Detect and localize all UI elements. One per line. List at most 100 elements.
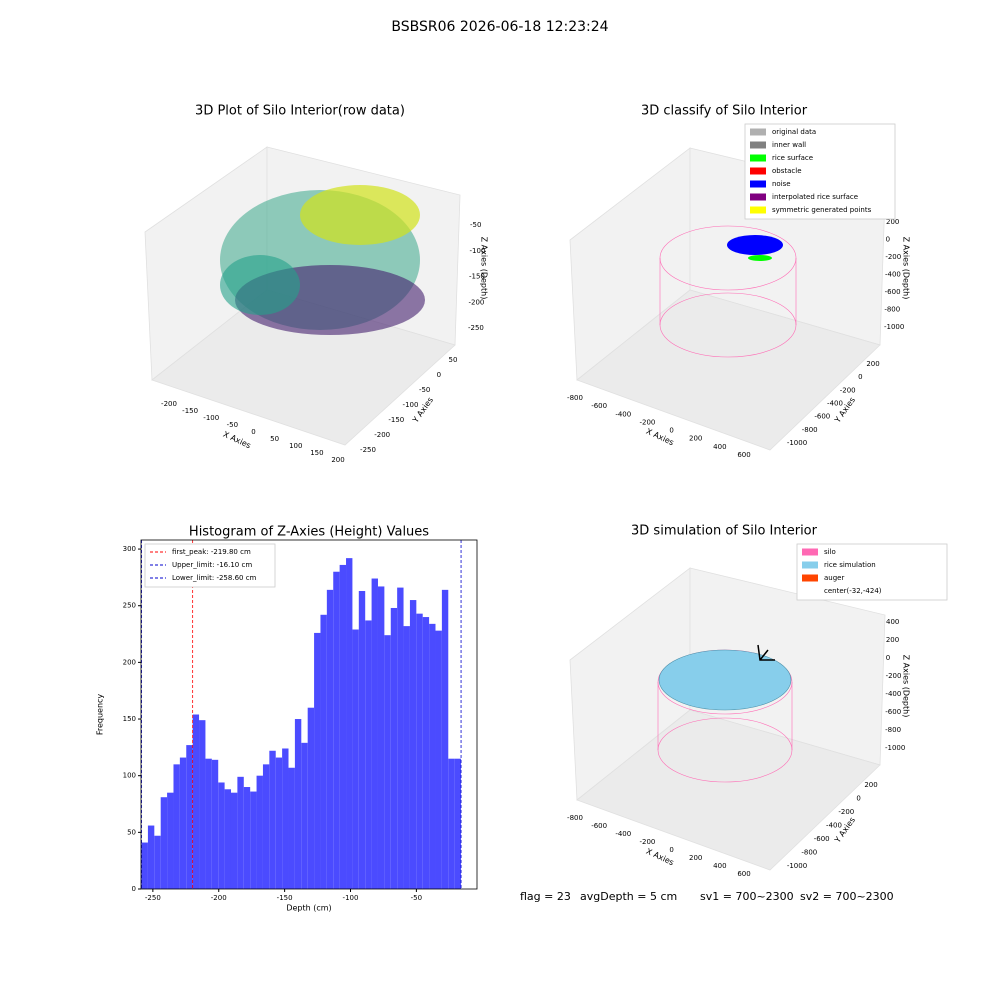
- bar: [262, 764, 270, 889]
- legend-swatch: [750, 128, 766, 136]
- bar: [371, 578, 378, 889]
- x-tick-label: -100: [343, 894, 359, 902]
- chart-title: 3D Plot of Silo Interior(row data): [195, 104, 405, 119]
- x-tick-label: 400: [713, 862, 726, 870]
- x-tick-label: -600: [591, 402, 607, 410]
- footer-text: sv2 = 700~2300: [800, 890, 894, 903]
- z-tick-label: -800: [885, 726, 901, 734]
- bar: [384, 635, 391, 889]
- legend-swatch: [802, 548, 818, 556]
- y-tick-label: 200: [864, 781, 877, 789]
- bar: [333, 571, 340, 889]
- bar: [422, 617, 430, 889]
- z-tick-label: 400: [886, 618, 899, 626]
- y-tick-label: 200: [866, 360, 879, 368]
- legend-label: auger: [824, 574, 844, 582]
- x-tick-label: -800: [567, 814, 583, 822]
- bar: [454, 758, 462, 889]
- y-tick-label: 0: [856, 795, 860, 803]
- legend-label: Lower_limit: -258.60 cm: [172, 574, 257, 582]
- legend-label: first_peak: -219.80 cm: [172, 548, 251, 556]
- y-tick-label: -600: [814, 413, 830, 421]
- legend-label: rice simulation: [824, 561, 876, 569]
- y-tick-label: -50: [419, 386, 430, 394]
- bar: [147, 825, 155, 889]
- legend-box: [796, 543, 948, 601]
- x-tick-label: -600: [591, 822, 607, 830]
- bar: [320, 614, 327, 889]
- bar: [154, 835, 161, 889]
- y-axis-label: Frequency: [96, 694, 105, 736]
- x-tick-label: -150: [182, 407, 198, 415]
- y-tick-label: -200: [374, 431, 390, 439]
- bar: [435, 630, 442, 889]
- y-tick-label: 0: [437, 371, 441, 379]
- z-tick-label: -100: [470, 247, 486, 255]
- y-tick-label: -100: [403, 401, 419, 409]
- bar: [173, 764, 180, 889]
- y-tick-label: 50: [449, 356, 458, 364]
- y-tick-label: -400: [827, 400, 843, 408]
- legend-swatch: [750, 154, 766, 162]
- x-tick-label: 0: [669, 427, 673, 435]
- x-tick-label: -250: [145, 894, 161, 902]
- z-axis-label: Z Axies (Depth): [902, 655, 911, 718]
- y-tick-label: -1000: [787, 439, 807, 447]
- bar: [282, 748, 289, 889]
- bar: [339, 564, 347, 889]
- bar: [358, 590, 366, 889]
- x-tick-label: 0: [669, 846, 673, 854]
- bar: [294, 719, 302, 889]
- panes-4: [569, 567, 886, 871]
- x-tick-label: 150: [310, 449, 323, 457]
- y-tick-label: 0: [132, 885, 136, 893]
- bar: [352, 629, 359, 889]
- bar: [205, 758, 212, 889]
- x-tick-label: -200: [639, 418, 655, 426]
- y-tick-label: -200: [840, 386, 856, 394]
- x-tick-label: -200: [161, 400, 177, 408]
- bar: [409, 600, 417, 889]
- suptitle: BSBSR06 2026-06-18 12:23:24: [391, 19, 608, 35]
- legend-swatch: [750, 141, 766, 149]
- legend-box: [144, 543, 276, 588]
- x-tick-label: 50: [270, 435, 279, 443]
- z-tick-label: 200: [886, 218, 899, 226]
- y-axis-label: Y Axies: [832, 816, 857, 846]
- y-tick-label: -600: [814, 835, 830, 843]
- y-axis-label: Y Axies: [410, 396, 435, 426]
- y-tick-label: -150: [388, 416, 404, 424]
- x-tick-label: -200: [211, 894, 227, 902]
- legend-swatch: [802, 574, 818, 582]
- y-tick-label: -1000: [787, 862, 807, 870]
- bar: [314, 632, 321, 889]
- y-tick-label: -800: [801, 849, 817, 857]
- z-tick-label: -200: [469, 298, 485, 306]
- legend-swatch: [750, 193, 766, 201]
- bar: [218, 782, 225, 889]
- z-tick-label: -50: [470, 221, 481, 229]
- x-tick-label: -50: [227, 421, 238, 429]
- y-tick-label: 300: [123, 545, 136, 553]
- bar: [307, 707, 315, 889]
- bar: [243, 787, 251, 889]
- footer-text: sv1 = 700~2300: [700, 890, 794, 903]
- y-tick-label: -400: [826, 822, 842, 830]
- bar: [346, 558, 353, 889]
- bar: [429, 623, 436, 889]
- x-tick-label: 200: [689, 854, 702, 862]
- x-tick-label: 100: [289, 442, 302, 450]
- legend-swatch: [750, 167, 766, 175]
- legend-label: obstacle: [772, 167, 802, 175]
- bar: [211, 759, 219, 889]
- bar: [224, 789, 231, 889]
- legend-label: silo: [824, 548, 836, 556]
- legend-label: symmetric generated points: [772, 206, 872, 214]
- bar: [192, 714, 200, 889]
- x-tick-label: -100: [203, 414, 219, 422]
- legend-label: original data: [772, 128, 816, 136]
- y-tick-label: 200: [123, 658, 136, 666]
- z-tick-label: -250: [468, 324, 484, 332]
- z-tick-label: -200: [885, 253, 901, 261]
